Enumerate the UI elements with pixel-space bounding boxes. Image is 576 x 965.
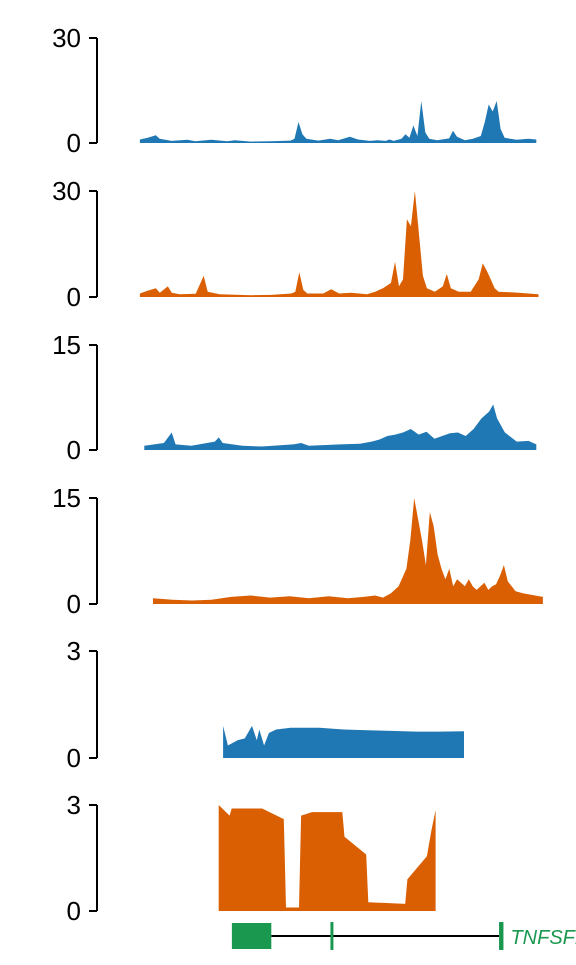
track-2-tick-label-min: 0 <box>67 282 81 312</box>
track-6-tick-label-max: 3 <box>67 790 81 820</box>
track-5-coverage-area <box>223 725 464 758</box>
gene-exon-3 <box>499 922 504 950</box>
track-3-coverage-area <box>144 404 537 450</box>
track-4-coverage-area <box>153 498 543 604</box>
track-4-tick-label-min: 0 <box>67 589 81 619</box>
track-3-tick-label-min: 0 <box>67 435 81 465</box>
track-6-tick-label-min: 0 <box>67 896 81 926</box>
track-5-tick-label-max: 3 <box>67 636 81 666</box>
track-5-tick-label-min: 0 <box>67 743 81 773</box>
track-1-coverage-area <box>139 101 537 143</box>
gene-exon-1 <box>231 923 272 949</box>
track-4-tick-label-max: 15 <box>52 483 81 513</box>
track-3-tick-label-max: 15 <box>52 330 81 360</box>
track-2-coverage-area <box>139 191 539 297</box>
track-6-coverage-area <box>218 805 436 911</box>
track-1-tick-label-max: 30 <box>52 23 81 53</box>
gene-label: TNFSF18 <box>510 927 576 949</box>
track-1-tick-label-min: 0 <box>67 128 81 158</box>
track-2-tick-label-max: 30 <box>52 176 81 206</box>
gene-exon-2 <box>330 922 334 950</box>
